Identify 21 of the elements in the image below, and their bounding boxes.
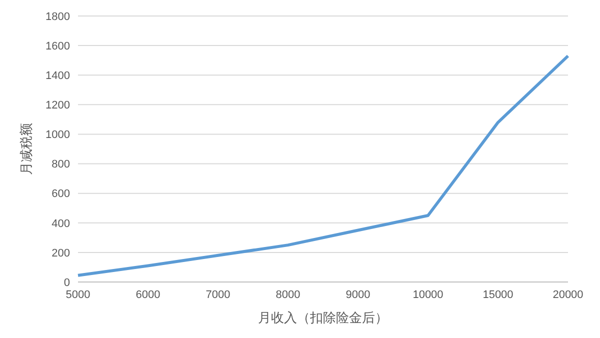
y-tick-label: 1200 <box>46 100 70 112</box>
y-axis-title: 月减税额 <box>18 123 34 175</box>
y-tick-label: 1400 <box>46 70 70 82</box>
y-tick-label: 200 <box>52 247 70 260</box>
x-tick-label: 6000 <box>136 288 160 301</box>
y-tick-label: 0 <box>64 276 70 289</box>
x-axis-title: 月收入（扣除险金后） <box>258 310 388 325</box>
y-tick-label: 400 <box>52 218 70 230</box>
x-tick-label: 8000 <box>276 288 300 301</box>
x-tick-label: 15000 <box>482 288 514 301</box>
x-tick-label: 7000 <box>206 288 230 301</box>
x-tick-label: 5000 <box>66 288 90 301</box>
y-tick-label: 1800 <box>46 10 70 23</box>
y-tick-label: 1600 <box>46 40 70 52</box>
x-tick-label: 9000 <box>346 288 370 301</box>
y-tick-label: 800 <box>52 158 70 171</box>
line-series <box>76 54 570 277</box>
x-tick-label: 10000 <box>412 288 444 301</box>
y-tick-label: 600 <box>52 188 70 200</box>
y-tick-label: 1000 <box>46 129 70 142</box>
x-tick-label: 20000 <box>552 288 584 301</box>
